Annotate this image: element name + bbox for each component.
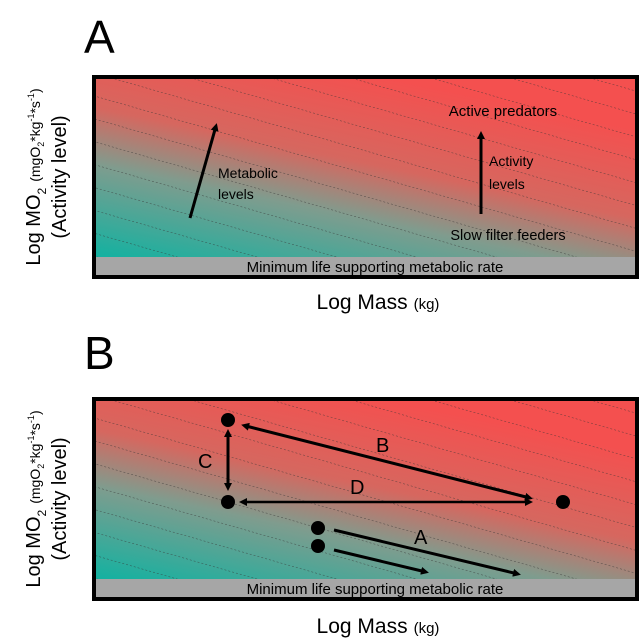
panel-a-baseline-label: Minimum life supporting metabolic rate: [247, 259, 504, 276]
point-mid-left: [221, 495, 235, 509]
panel-a-baseline-band: [94, 257, 637, 277]
panel-b-y-axis-label: Log MO2(mgO2*kg-1*s-1) (Activity level): [23, 410, 71, 587]
svg-text:Log MO2(mgO2*kg-1*s-1): Log MO2(mgO2*kg-1*s-1): [23, 410, 49, 587]
arrow-a-lower: [333, 548, 429, 575]
panel-b-baseline-label: Minimum life supporting metabolic rate: [247, 581, 504, 598]
arrow-a-upper: [333, 528, 521, 577]
arrow-b: [241, 422, 533, 501]
point-top-left: [221, 413, 235, 427]
arrow-a-label: A: [414, 527, 428, 549]
point-right: [556, 495, 570, 509]
panel-b-baseline-band: [94, 579, 637, 599]
arrow-b-label: B: [376, 435, 389, 457]
panel-b-frame: [92, 397, 639, 601]
activity-label-line1: Activity: [489, 153, 533, 169]
panel-b-isoline-hatch: [94, 399, 637, 599]
metabolic-label-line1: Metabolic: [218, 165, 278, 181]
panel-b-diagram: Minimum life supporting metabolic rate C…: [23, 397, 639, 638]
panel-b-x-axis-label: Log Mass (kg): [317, 615, 440, 638]
activity-label-line2: levels: [489, 176, 525, 192]
panel-letter-b: B: [84, 327, 115, 379]
point-a-upper: [311, 521, 325, 535]
metabolic-label-line2: levels: [218, 186, 254, 202]
panel-a-frame: [92, 75, 639, 279]
panel-a-isoline-hatch: [94, 77, 637, 277]
active-predators-label: Active predators: [449, 103, 557, 120]
svg-text:Log MO2(mgO2*kg-1*s-1): Log MO2(mgO2*kg-1*s-1): [23, 88, 49, 265]
point-a-lower: [311, 539, 325, 553]
metabolic-levels-arrow: [188, 123, 219, 219]
panel-a-y-axis-label: Log MO2(mgO2*kg-1*s-1) (Activity level): [23, 88, 71, 265]
panel-b-y-axis-line2: (Activity level): [49, 437, 71, 560]
panel-a-x-axis-label: Log Mass (kg): [317, 291, 440, 314]
panel-a-y-axis-line2: (Activity level): [49, 115, 71, 238]
arrow-c-label: C: [198, 451, 212, 473]
panel-letter-a: A: [84, 11, 115, 63]
slow-filter-feeders-label: Slow filter feeders: [450, 228, 565, 244]
panel-a-diagram: Minimum life supporting metabolic rate M…: [23, 75, 639, 314]
arrow-d-label: D: [350, 477, 364, 499]
